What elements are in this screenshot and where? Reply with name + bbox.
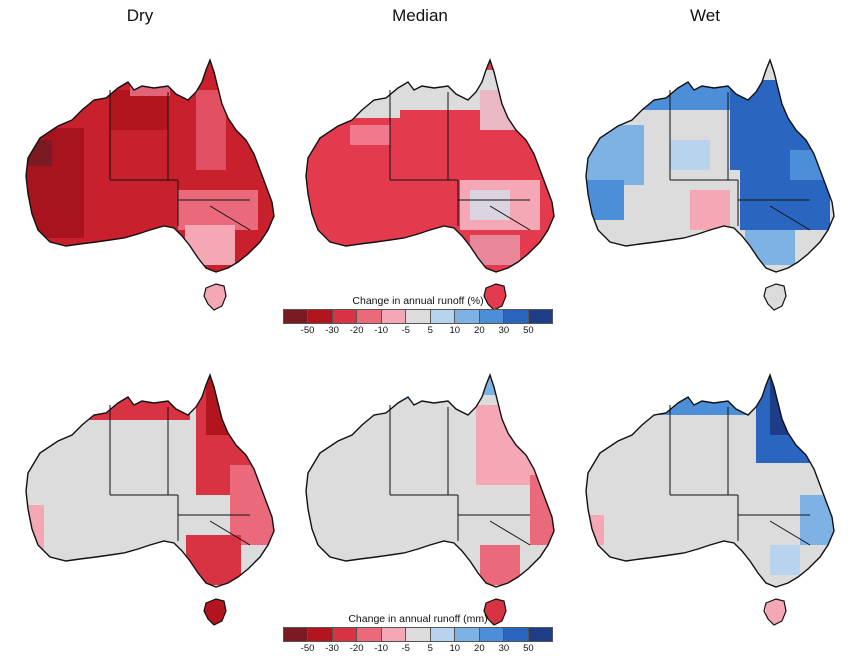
tick-label: -30 [325,325,339,336]
tick-label: -50 [300,643,315,654]
map-top-wet [585,59,835,311]
map-bottom-dry [25,374,275,626]
legend-percent-title: Change in annual runoff (%) [352,295,484,307]
map-top-median [305,59,555,311]
tick-label: -10 [374,325,389,336]
tick-label: 50 [523,325,534,336]
tick-label: -50 [300,325,315,336]
legend-percent-ticks: -50 -30 -20 -10 -5 5 10 20 30 50 [283,325,553,338]
map-top-dry [25,59,275,311]
tick-label: -10 [374,643,389,654]
legend-mm-title: Change in annual runoff (mm) [348,613,488,625]
tick-label: 5 [427,643,433,654]
tick-label: 10 [449,643,461,654]
legend-percent: Change in annual runoff (%) -50 -30 -20 … [283,295,553,338]
legend-percent-colorbar [283,309,553,324]
tick-label: -30 [325,643,339,654]
tick-label: 5 [427,325,433,336]
tick-label: 20 [474,643,485,654]
tick-label: -5 [401,643,410,654]
column-title-median: Median [392,6,448,25]
tick-label: 30 [498,643,510,654]
legend-mm-ticks: -50 -30 -20 -10 -5 5 10 20 30 50 [283,643,553,656]
legend-mm: Change in annual runoff (mm) -50 -30 -20… [283,613,553,656]
column-title-wet: Wet [690,6,720,25]
tick-label: 30 [498,325,510,336]
tick-label: 50 [523,643,534,654]
tick-label: -20 [349,325,364,336]
tick-label: -20 [349,643,364,654]
map-bottom-wet [585,374,835,626]
legend-mm-colorbar [283,627,553,642]
column-title-dry: Dry [126,6,154,25]
tick-label: 20 [474,325,485,336]
tick-label: -5 [401,325,410,336]
tick-label: 10 [449,325,461,336]
map-bottom-median [305,374,555,626]
